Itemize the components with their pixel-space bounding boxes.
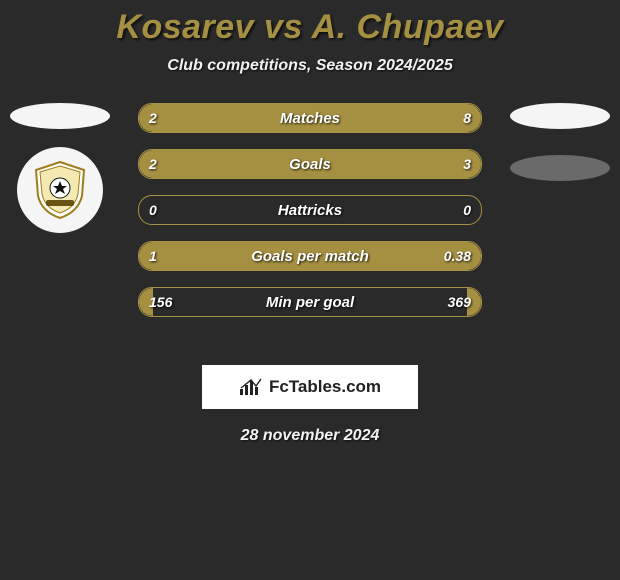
chart-icon	[239, 377, 263, 397]
stat-row: 23Goals	[138, 149, 482, 179]
player2-badges	[510, 103, 610, 181]
stat-label: Hattricks	[139, 196, 481, 224]
stat-left-value: 0	[139, 196, 167, 224]
stat-right-fill	[385, 242, 481, 270]
subtitle: Club competitions, Season 2024/2025	[0, 57, 620, 75]
stat-row: 156369Min per goal	[138, 287, 482, 317]
date-text: 28 november 2024	[0, 427, 620, 445]
stat-right-fill	[467, 288, 481, 316]
player1-slot	[10, 103, 110, 129]
player1-club-crest	[17, 147, 103, 233]
player1-name: Kosarev	[116, 8, 254, 46]
header: Kosarev vs A. Chupaev Club competitions,…	[0, 0, 620, 75]
branding-badge: FcTables.com	[202, 365, 418, 409]
stat-right-fill	[207, 104, 481, 132]
branding-text: FcTables.com	[269, 377, 381, 397]
stat-right-fill	[276, 150, 481, 178]
player2-slot	[510, 103, 610, 129]
page-title: Kosarev vs A. Chupaev	[0, 8, 620, 47]
stat-right-value: 0	[453, 196, 481, 224]
stat-row: 0 0Hattricks	[138, 195, 482, 225]
stat-left-fill	[139, 242, 385, 270]
shield-icon	[28, 158, 92, 222]
stat-left-fill	[139, 288, 153, 316]
stat-left-fill	[139, 104, 207, 132]
player2-name: A. Chupaev	[312, 8, 504, 46]
stat-row: 28Matches	[138, 103, 482, 133]
stat-label: Min per goal	[139, 288, 481, 316]
player1-badges	[10, 103, 110, 233]
stat-bars: 28Matches 23Goals 0 0Hattricks 10.38Goals pe…	[138, 103, 482, 317]
stat-row: 10.38Goals per match	[138, 241, 482, 271]
player2-club-slot	[510, 155, 610, 181]
vs-text: vs	[264, 8, 303, 46]
comparison-area: 28Matches 23Goals 0 0Hattricks 10.38Goals pe…	[0, 103, 620, 343]
stat-left-fill	[139, 150, 276, 178]
